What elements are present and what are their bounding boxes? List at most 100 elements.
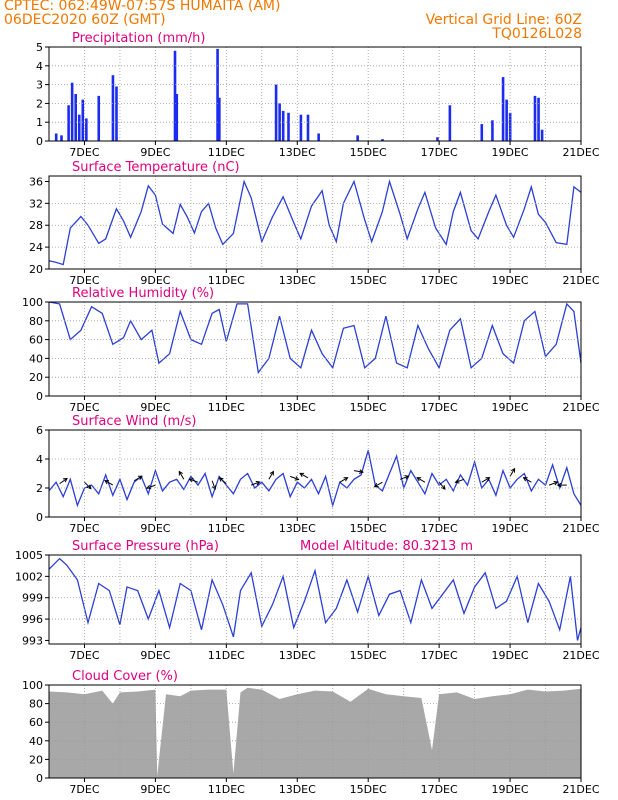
- x-tick-label: 11DEC: [208, 274, 245, 287]
- precip-bar-3: [70, 82, 74, 141]
- y-tick-label: 1: [36, 116, 43, 129]
- y-tick-label: 40: [29, 735, 43, 748]
- panel-title: Cloud Cover (%): [72, 669, 178, 684]
- y-tick-label: 0: [36, 135, 43, 148]
- wind-arrow-6: [189, 478, 199, 483]
- wind-arrow-head-2: [104, 480, 110, 485]
- x-tick-label: 15DEC: [350, 146, 387, 159]
- x-tick-label: 17DEC: [421, 146, 458, 159]
- x-tick-label: 13DEC: [279, 783, 316, 796]
- precip-bar-31: [533, 95, 537, 141]
- y-tick-label: 1005: [15, 549, 43, 562]
- wind-arrow-22: [523, 477, 532, 483]
- precip-bar-33: [540, 129, 544, 141]
- wind-arrow-21: [509, 468, 515, 477]
- wind-arrow-8: [219, 477, 227, 485]
- wind-arrow-19: [455, 478, 465, 483]
- wind-arrow-5: [178, 471, 185, 480]
- x-tick-label: 9DEC: [140, 783, 170, 796]
- x-tick-label: 21DEC: [562, 522, 599, 535]
- series-line-1: [48, 179, 582, 266]
- panel-frame: [48, 684, 582, 779]
- precip-bar-15: [274, 84, 278, 141]
- precip-bar-10: [115, 86, 118, 141]
- precip-bar-0: [54, 133, 58, 141]
- x-tick-label: 15DEC: [350, 274, 387, 287]
- x-tick-label: 19DEC: [492, 401, 529, 414]
- wind-arrow-3: [133, 475, 143, 482]
- precip-bar-18: [287, 112, 290, 141]
- y-tick-label: 28: [29, 219, 43, 232]
- precip-bar-21: [317, 133, 320, 141]
- x-tick-label: 17DEC: [421, 783, 458, 796]
- x-tick-label: 19DEC: [492, 783, 529, 796]
- y-tick-label: 80: [29, 698, 43, 711]
- wind-arrow-head-9: [255, 480, 261, 486]
- y-tick-label: 24: [29, 241, 43, 254]
- precip-bar-26: [480, 124, 484, 141]
- precip-bar-20: [306, 114, 310, 141]
- y-tick-label: 100: [22, 296, 43, 309]
- wind-arrow-9: [250, 481, 260, 486]
- y-tick-label: 20: [29, 753, 43, 766]
- wind-arrow-head-4: [145, 484, 151, 490]
- x-tick-label: 7DEC: [69, 522, 99, 535]
- x-tick-label: 11DEC: [208, 522, 245, 535]
- precip-bar-11: [173, 50, 177, 142]
- x-tick-label: 19DEC: [492, 522, 529, 535]
- precip-bar-6: [81, 99, 85, 141]
- x-tick-label: 19DEC: [492, 649, 529, 662]
- model-altitude-note: Model Altitude: 80.3213 m: [300, 539, 473, 554]
- y-tick-label: 0: [36, 772, 43, 785]
- panel-title: Surface Pressure (hPa): [72, 539, 219, 554]
- x-tick-label: 11DEC: [208, 146, 245, 159]
- precip-bar-12: [175, 94, 179, 141]
- y-tick-label: 0: [36, 511, 43, 524]
- panel-title: Precipitation (mm/h): [72, 31, 205, 46]
- precip-bar-16: [278, 103, 281, 141]
- y-tick-label: 999: [22, 592, 43, 605]
- wind-arrow-head-22: [522, 477, 528, 482]
- x-tick-label: 17DEC: [421, 401, 458, 414]
- x-tick-label: 11DEC: [208, 401, 245, 414]
- wind-arrow-10: [268, 471, 274, 480]
- x-tick-label: 13DEC: [279, 522, 316, 535]
- precip-bar-17: [281, 110, 285, 141]
- precip-bar-5: [77, 114, 81, 141]
- panel-frame: [48, 554, 582, 645]
- wind-arrow-head-12: [299, 472, 305, 478]
- precip-bar-22: [356, 135, 359, 141]
- wind-arrow-23: [548, 481, 558, 486]
- y-tick-label: 60: [29, 334, 43, 347]
- x-tick-label: 15DEC: [350, 401, 387, 414]
- x-tick-label: 9DEC: [140, 522, 170, 535]
- x-tick-label: 7DEC: [69, 783, 99, 796]
- precip-bar-7: [85, 118, 88, 141]
- x-tick-label: 7DEC: [69, 649, 99, 662]
- panel-frame: [48, 429, 582, 518]
- panel-title: Surface Wind (m/s): [72, 414, 196, 429]
- x-tick-label: 21DEC: [562, 146, 599, 159]
- wind-arrow-20: [481, 477, 490, 483]
- panel-frame: [48, 46, 582, 142]
- y-tick-label: 6: [36, 424, 43, 437]
- y-tick-label: 4: [36, 453, 43, 466]
- y-tick-label: 36: [29, 175, 43, 188]
- wind-arrow-head-10: [269, 470, 274, 476]
- x-tick-label: 21DEC: [562, 401, 599, 414]
- wind-arrow-head-19: [454, 479, 460, 484]
- panel-frame: [48, 175, 582, 270]
- precip-bar-14: [218, 97, 221, 141]
- y-tick-label: 60: [29, 716, 43, 729]
- precip-bar-27: [491, 120, 494, 141]
- wind-arrow-2: [104, 480, 114, 486]
- wind-arrow-1: [84, 481, 92, 489]
- wind-arrow-head-5: [178, 470, 183, 476]
- wind-arrow-18: [438, 481, 446, 490]
- precip-bar-1: [60, 135, 63, 141]
- precip-bar-32: [537, 97, 540, 141]
- header-grid-note: Vertical Grid Line: 60Z: [425, 12, 582, 28]
- y-tick-label: 1002: [15, 570, 43, 583]
- wind-arrow-15: [374, 481, 383, 488]
